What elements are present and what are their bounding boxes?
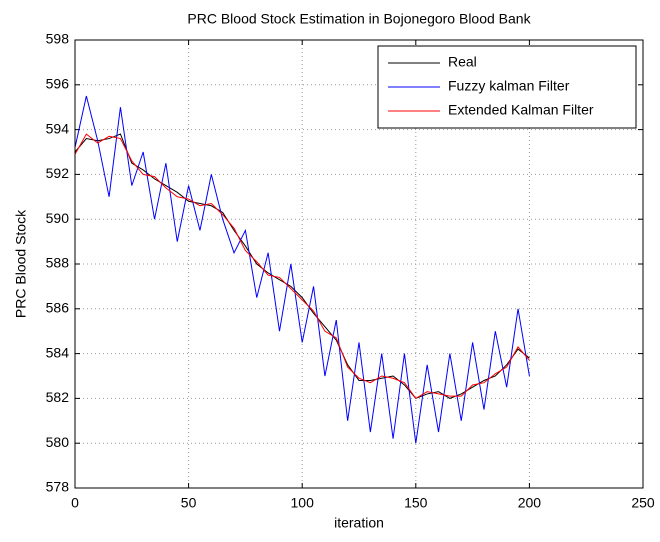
x-tick-label: 50 — [181, 495, 197, 511]
legend-label: Fuzzy kalman Filter — [448, 78, 570, 94]
y-tick-label: 596 — [46, 76, 70, 92]
y-tick-label: 580 — [46, 434, 70, 450]
y-tick-label: 594 — [46, 120, 70, 136]
x-tick-label: 200 — [518, 495, 542, 511]
x-tick-label: 150 — [404, 495, 428, 511]
chart-title: PRC Blood Stock Estimation in Bojonegoro… — [187, 11, 531, 27]
y-tick-label: 584 — [46, 344, 70, 360]
y-tick-label: 578 — [46, 479, 70, 495]
x-tick-label: 100 — [291, 495, 315, 511]
y-axis-label: PRC Blood Stock — [13, 209, 29, 318]
y-tick-label: 592 — [46, 165, 70, 181]
x-axis-label: iteration — [334, 515, 384, 531]
x-tick-label: 0 — [71, 495, 79, 511]
y-tick-label: 590 — [46, 210, 70, 226]
legend-label: Real — [448, 54, 477, 70]
y-tick-label: 588 — [46, 255, 70, 271]
series-line — [74, 133, 530, 400]
y-tick-label: 586 — [46, 300, 70, 316]
y-tick-label: 582 — [46, 389, 70, 405]
x-tick-label: 250 — [631, 495, 655, 511]
legend-label: Extended Kalman Filter — [448, 102, 594, 118]
plot-frame — [74, 39, 644, 489]
series-line — [74, 95, 530, 444]
y-tick-label: 598 — [46, 31, 70, 47]
